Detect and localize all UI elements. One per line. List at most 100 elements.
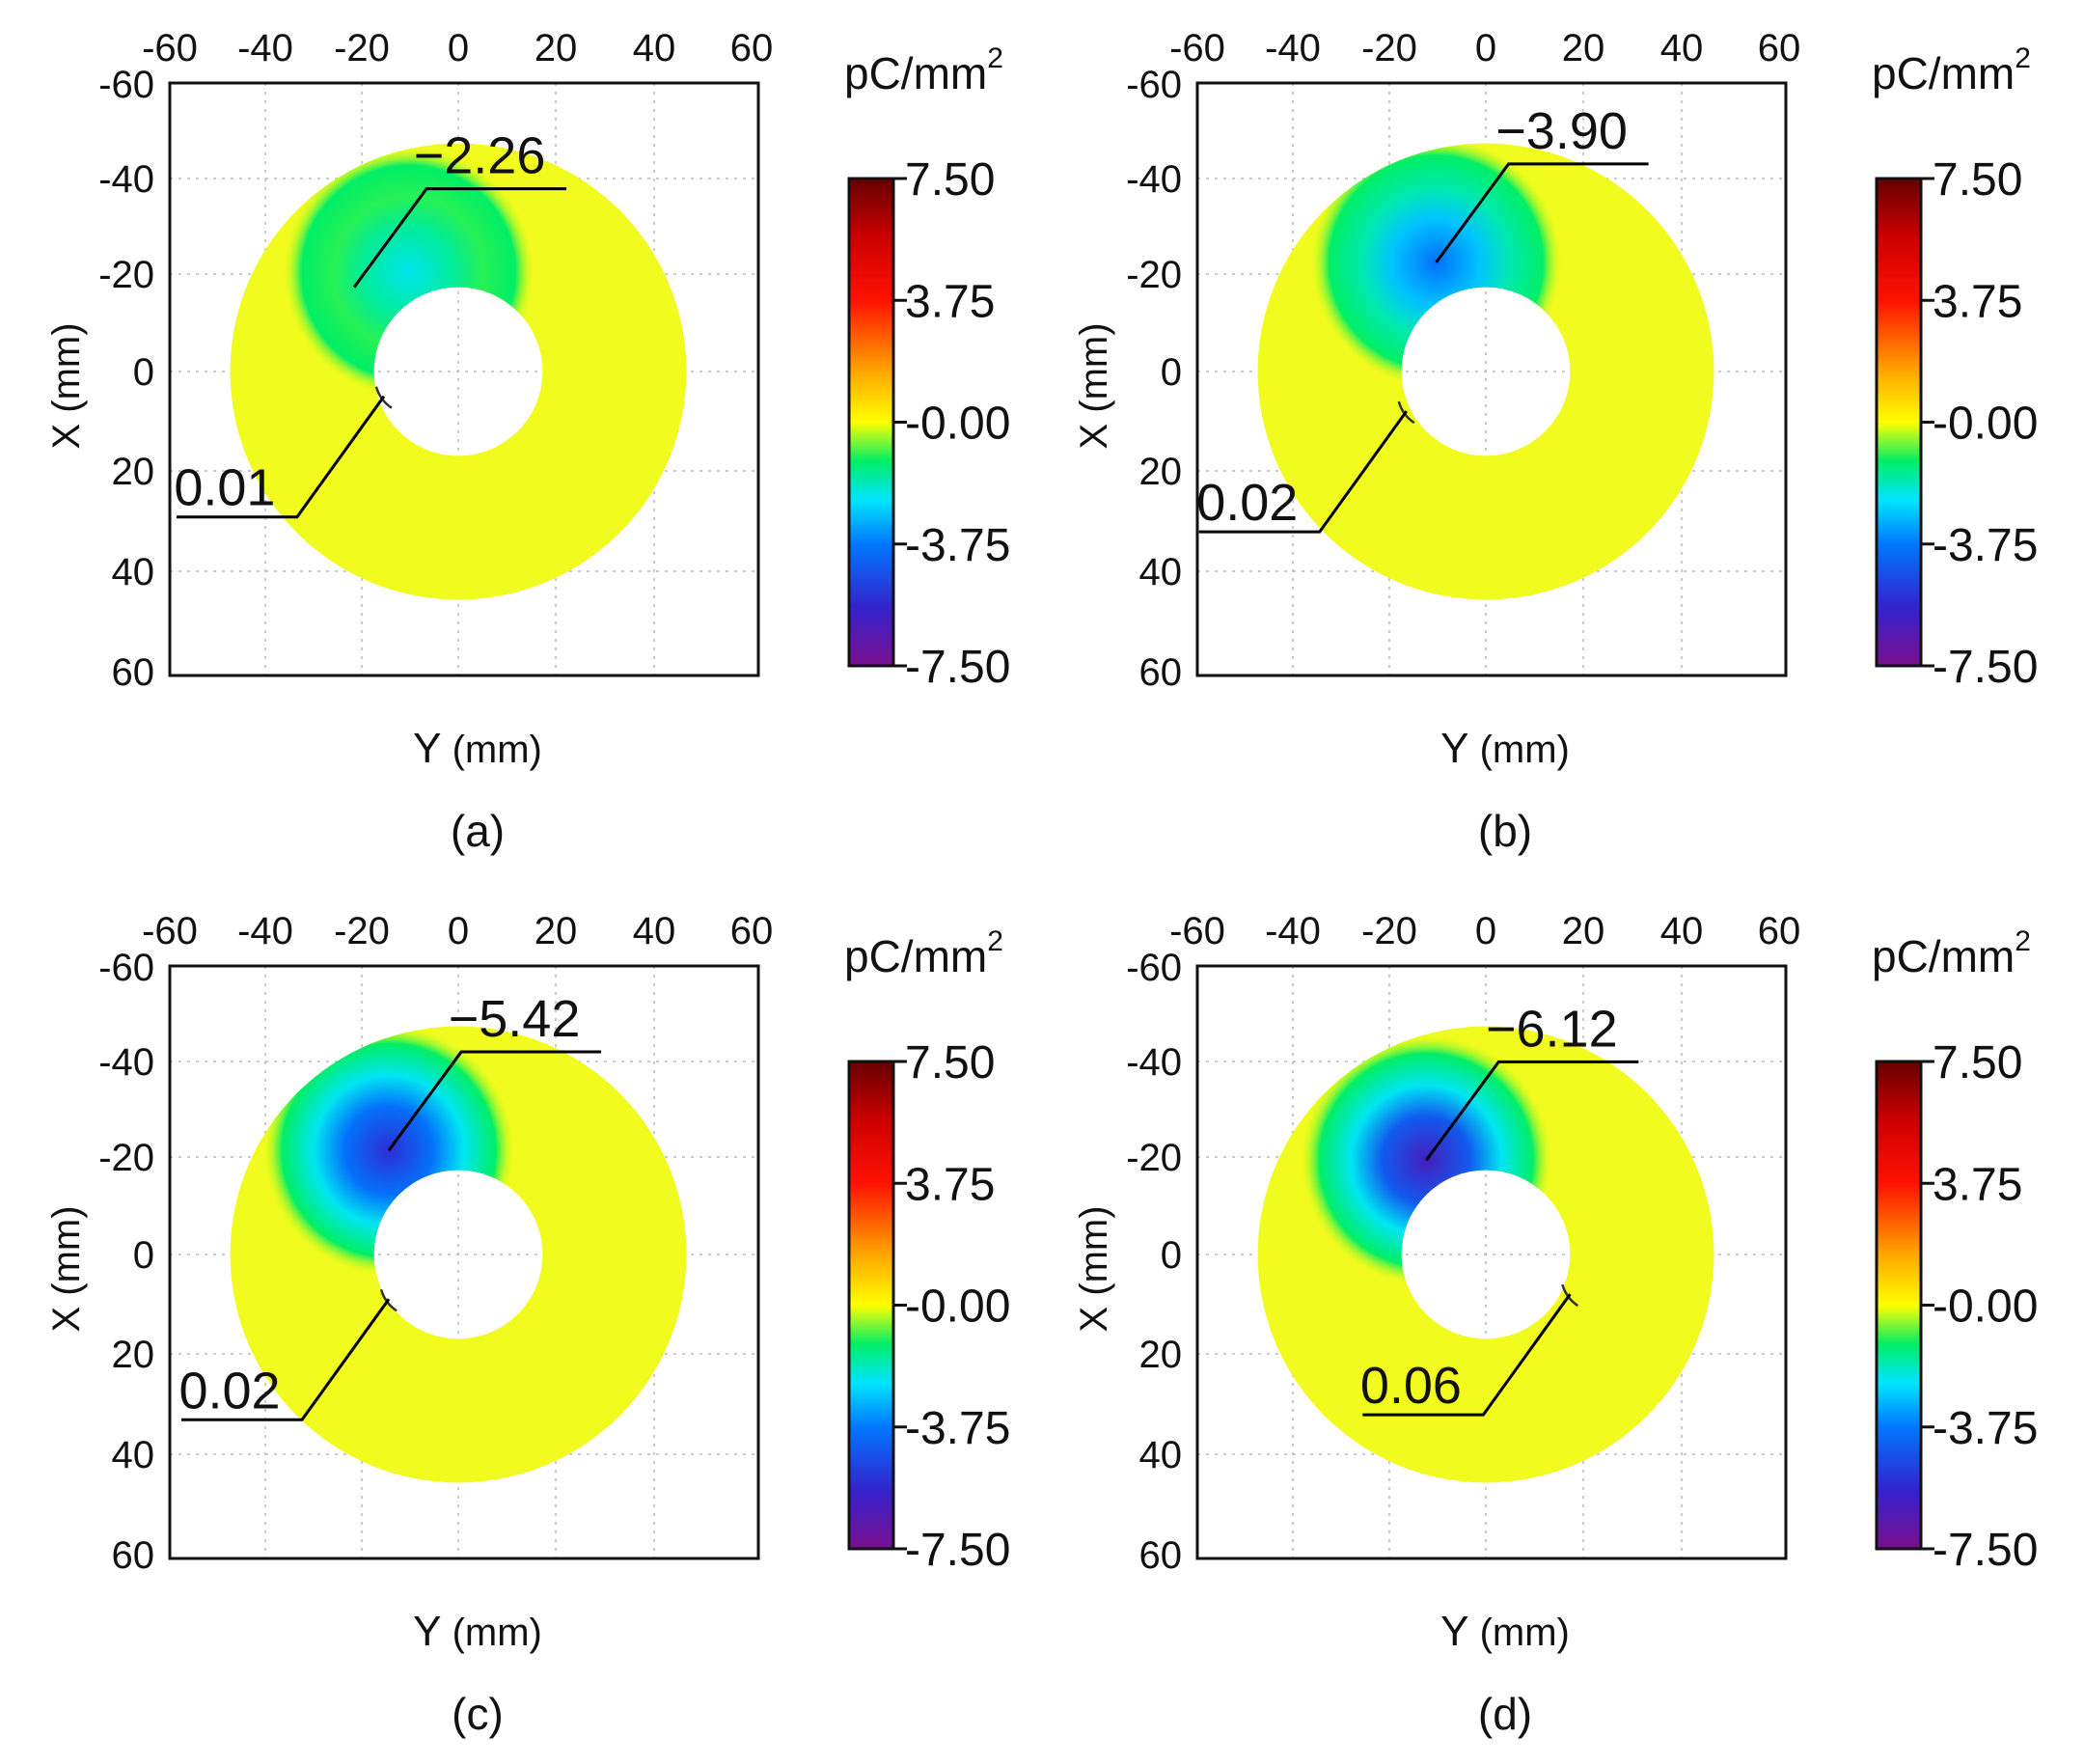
max-callout-line [1198,410,1408,534]
panel-a: -60 -40 -20 0 20 40 60 -60 -40 -20 0 20 40 60 Y (mm) X … [45,27,1010,856]
x-axis-title-unit: (mm) [452,729,542,771]
y-tick-label: -20 [98,1137,154,1179]
colorbar-unit: pC/mm2 [1872,925,2031,981]
colorbar-tick-label: -3.75 [905,1403,1010,1454]
x-tick-label: 20 [1562,27,1605,69]
colorbar-tick-label: 7.50 [1933,1037,2022,1089]
colorbar-tick-label: -0.00 [905,399,1010,450]
colorbar-tick-label: -0.00 [1933,399,2038,450]
y-tick-label: 60 [112,1534,155,1577]
y-axis-title: X (mm) [45,1205,88,1332]
x-tick-label: -20 [1361,27,1417,69]
y-tick-label: 20 [1139,451,1183,493]
colorbar [847,1060,895,1551]
x-tick-label: -40 [1265,910,1321,952]
x-axis-title-unit: (mm) [1480,1612,1570,1654]
x-axis-title-space [441,1612,452,1654]
y-tick-label: -20 [98,254,154,296]
x-tick-label: -40 [237,910,293,952]
x-tick-label: -60 [142,27,198,69]
x-tick-label: -40 [1265,27,1321,69]
panel-label: (a) [451,806,505,856]
y-tick-label: -60 [1126,64,1182,106]
plot-frame [168,81,760,677]
y-tick-label: 0 [133,351,154,394]
min-callout-line [387,1050,602,1151]
x-tick-label: 0 [448,27,469,69]
x-tick-label: 20 [535,27,578,69]
x-axis-title-unit: (mm) [1480,729,1570,771]
y-tick-label: 40 [112,551,155,593]
colorbar-tick-label: -3.75 [905,520,1010,571]
max-value-label: 0.02 [1196,474,1298,532]
x-tick-label: 40 [1660,910,1704,952]
panel-b: -60 -40 -20 0 20 40 60 -60 -40 -20 0 20 40 60 Y (mm) X … [1073,27,2038,856]
y-tick-label: -40 [1126,158,1182,201]
y-tick-label: -60 [98,64,154,106]
colorbar-tick-label: 3.75 [1933,1159,2022,1210]
y-tick-label: -20 [1126,254,1182,296]
y-axis-title: X (mm) [45,322,88,449]
x-tick-label: 20 [1562,910,1605,952]
y-tick-label: 40 [1139,1434,1183,1476]
plot-frame [1195,81,1788,677]
min-callout-line [352,187,567,289]
colorbar-unit: pC/mm2 [1872,42,2031,98]
x-tick-label: 40 [1660,27,1704,69]
colorbar-unit: pC/mm2 [844,925,1003,981]
y-tick-label: 60 [112,651,155,694]
colorbar-tick-label: -3.75 [1933,1403,2038,1454]
colorbar-tick-label: 7.50 [905,154,995,206]
colorbar-unit-exponent: 2 [2015,42,2031,74]
x-axis-title-space [441,729,452,771]
colorbar-unit-exponent: 2 [987,42,1003,74]
y-axis-title: X (mm) [1073,1205,1115,1332]
y-tick-label: 20 [112,451,155,493]
min-value-label: −6.12 [1486,1000,1618,1058]
colorbar-tick-label: 7.50 [905,1037,995,1089]
y-tick-label: 40 [1139,551,1183,593]
x-tick-label: -20 [1361,910,1417,952]
x-axis-title-main: Y [1440,1608,1468,1655]
x-axis-title: Y (mm) [413,1608,542,1655]
y-tick-label: 40 [112,1434,155,1476]
colorbar-tick-label: -0.00 [1933,1282,2038,1333]
colorbar-unit-exponent: 2 [987,925,1003,957]
y-tick-label: 20 [1139,1334,1183,1376]
colorbar-tick-label: 7.50 [1933,154,2022,206]
y-tick-label: 60 [1139,1534,1183,1577]
colorbar [847,177,895,668]
x-axis-title-main: Y [413,725,441,772]
y-tick-label: 60 [1139,651,1183,694]
colorbar-unit: pC/mm2 [844,42,1003,98]
x-axis-title: Y (mm) [1440,1608,1570,1655]
y-tick-label: -60 [1126,947,1182,989]
x-axis-title-main: Y [1440,725,1468,772]
colorbar-tick-label: 3.75 [905,1159,995,1210]
max-value-label: 0.02 [178,1362,280,1419]
y-axis-title: X (mm) [1073,322,1115,449]
x-axis-title: Y (mm) [413,725,542,772]
panel-label: (d) [1478,1689,1532,1739]
colorbar-tick-label: -7.50 [1933,642,2038,693]
x-tick-label: 60 [1758,910,1801,952]
x-tick-label: -20 [334,910,390,952]
colorbar-unit-base: pC/mm [1872,48,2015,98]
colorbar-tick-label: -0.00 [905,1282,1010,1333]
x-tick-label: -20 [334,27,390,69]
colorbar-tick-label: -7.50 [905,642,1010,693]
x-axis-title-unit: (mm) [452,1612,542,1654]
x-tick-label: 20 [535,910,578,952]
panel-label: (b) [1478,806,1532,856]
x-axis-title-main: Y [413,1608,441,1655]
plot-frame [1195,964,1788,1560]
min-value-label: −2.26 [414,127,546,185]
max-value-label: 0.06 [1360,1357,1462,1415]
max-callout-line [1362,1293,1572,1417]
colorbar [1875,177,1923,668]
y-tick-label: -60 [98,947,154,989]
y-tick-label: -40 [98,158,154,201]
min-callout-line [1425,1060,1639,1162]
x-tick-label: 0 [1475,910,1496,952]
x-tick-label: 0 [448,910,469,952]
